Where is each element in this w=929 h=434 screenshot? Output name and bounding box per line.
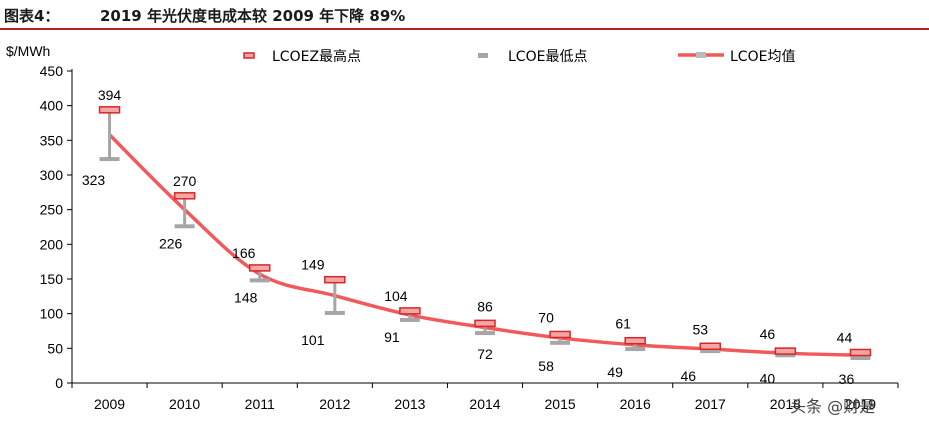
high-value-label: 53 (692, 321, 708, 337)
high-point-mark (774, 347, 797, 355)
high-point-mark (324, 275, 346, 284)
high-value-label: 166 (232, 245, 256, 261)
x-tick-label: 2015 (545, 396, 576, 412)
low-value-label: 72 (477, 346, 493, 362)
high-point-mark (549, 330, 571, 339)
low-value-label: 323 (82, 172, 106, 188)
high-value-label: 44 (837, 329, 853, 345)
x-tick-label: 2018 (770, 396, 801, 412)
low-point-mark (324, 310, 345, 315)
title-bar: 图表4： 2019 年光伏度电成本较 2009 年下降 89% (0, 0, 929, 30)
x-tick-label: 2011 (245, 396, 275, 412)
low-value-label: 46 (680, 368, 696, 384)
high-value-label: 149 (301, 257, 325, 273)
watermark: 头条 @财是 (790, 397, 875, 416)
low-value-label: 101 (301, 332, 325, 348)
low-point-mark (249, 278, 270, 283)
legend-avg-marker (696, 52, 706, 58)
x-tick-label: 2014 (469, 396, 500, 412)
x-tick-label: 2017 (695, 396, 726, 412)
y-tick-label: 300 (40, 167, 64, 183)
high-point-mark (98, 106, 121, 114)
legend-low-label: LCOE最低点 (508, 49, 587, 65)
y-tick-label: 50 (47, 340, 63, 356)
low-point-mark (550, 340, 571, 345)
legend-avg-label: LCOE均值 (730, 49, 795, 65)
low-point-mark (775, 353, 796, 358)
low-point-mark (399, 317, 420, 322)
high-point-mark (849, 348, 872, 357)
high-value-label: 270 (173, 173, 197, 189)
low-value-label: 91 (384, 329, 400, 345)
figure-title: 2019 年光伏度电成本较 2009 年下降 89% (100, 7, 406, 25)
legend-high-label: LCOEZ最高点 (272, 48, 361, 65)
legend-high-swatch (243, 52, 255, 59)
y-tick-label: 400 (40, 98, 64, 114)
high-value-label: 104 (384, 288, 408, 304)
high-value-label: 61 (615, 316, 631, 332)
y-tick-label: 450 (40, 63, 64, 79)
low-value-label: 36 (839, 371, 855, 387)
low-point-mark (99, 157, 120, 162)
high-value-label: 70 (538, 309, 554, 325)
low-value-label: 226 (159, 235, 183, 251)
data-labels: 394 270 166 149 104 86 70 61 53 46 44 323 226 148 101 9… (82, 87, 855, 387)
x-tick-label: 2012 (319, 396, 350, 412)
x-tick-label: 2019 (845, 396, 876, 412)
y-tick-label: 250 (40, 202, 64, 218)
high-point-mark (399, 307, 421, 315)
x-tick-label: 2016 (620, 396, 651, 412)
x-tick-label: 2010 (169, 396, 200, 412)
axes: 0 50 100 150 200 250 300 350 400 450 2009 2010 2011 2… (40, 63, 899, 412)
legend-low-swatch (478, 53, 488, 58)
low-value-label: 148 (234, 289, 258, 305)
low-point-mark (850, 356, 871, 361)
low-point-mark (174, 224, 195, 229)
high-point-mark (248, 264, 271, 272)
y-tick-label: 200 (40, 236, 64, 252)
high-point-mark (699, 342, 722, 351)
y-tick-label: 350 (40, 132, 64, 148)
low-point-mark (700, 349, 721, 354)
high-point-mark (474, 319, 496, 328)
high-point-mark (173, 192, 196, 200)
y-tick-label: 100 (40, 306, 64, 322)
low-value-label: 58 (538, 358, 554, 374)
x-tick-label: 2013 (394, 396, 425, 412)
figure-label: 图表4： (4, 7, 60, 25)
x-tick-label: 2009 (94, 396, 125, 412)
low-point-mark (475, 331, 495, 336)
y-axis-label: $/MWh (6, 43, 50, 59)
high-point-mark (624, 336, 646, 345)
high-value-label: 46 (760, 326, 776, 342)
y-tick-label: 0 (55, 375, 63, 391)
y-tick-label: 150 (40, 271, 64, 287)
legend: LCOEZ最高点 LCOE最低点 LCOE均值 (243, 48, 795, 65)
low-point-mark (625, 347, 646, 352)
series-marks (98, 106, 872, 361)
low-value-label: 49 (607, 364, 623, 380)
high-value-label: 86 (477, 298, 493, 314)
high-value-label: 394 (98, 87, 122, 103)
low-value-label: 40 (760, 370, 776, 386)
